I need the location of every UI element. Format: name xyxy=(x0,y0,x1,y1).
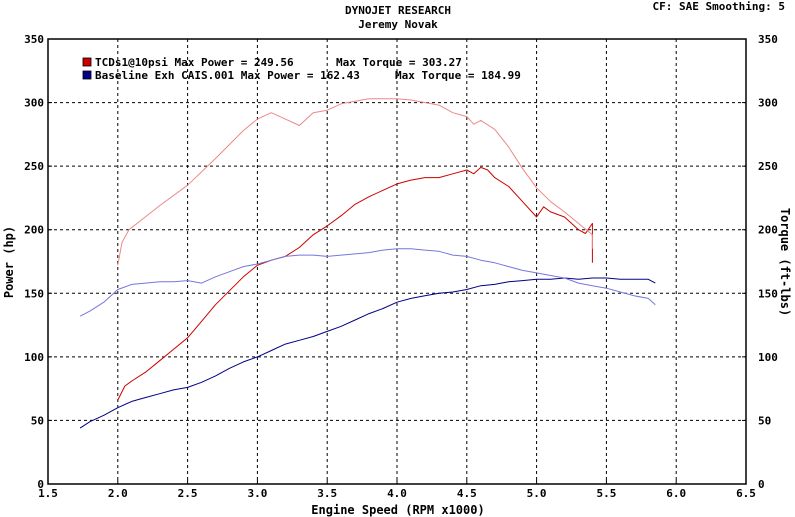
y-tick-label-left: 150 xyxy=(24,287,44,300)
y-tick-label-right: 50 xyxy=(758,414,771,427)
y-tick-label-right: 200 xyxy=(758,224,778,237)
legend-max-torque: Max Torque = 184.99 xyxy=(395,69,521,82)
x-tick-label: 3.0 xyxy=(247,487,267,500)
x-tick-label: 5.5 xyxy=(596,487,616,500)
legend-label: TCDs1@10psi Max Power = 249.56 xyxy=(95,56,294,69)
run-1-power-line xyxy=(117,166,593,401)
grid-lines xyxy=(48,39,746,484)
y-tick-label-left: 50 xyxy=(31,414,44,427)
run-1-torque-line xyxy=(117,98,593,266)
series-lines xyxy=(79,98,656,429)
y-tick-label-left: 300 xyxy=(24,97,44,110)
y-tick-label-right: 350 xyxy=(758,33,778,46)
chart-title: DYNOJET RESEARCH xyxy=(345,4,451,17)
legend-swatch xyxy=(82,70,92,80)
legend-swatch xyxy=(82,57,92,67)
y-tick-label-left: 0 xyxy=(37,478,44,491)
y-tick-label-left: 250 xyxy=(24,160,44,173)
y-axis-label-right: Torque (ft-lbs) xyxy=(778,208,792,316)
x-tick-label: 4.0 xyxy=(387,487,407,500)
y-axis-label-left: Power (hp) xyxy=(2,226,16,298)
x-tick-label: 6.5 xyxy=(736,487,756,500)
x-tick-label: 4.5 xyxy=(457,487,477,500)
chart-subtitle: Jeremy Novak xyxy=(358,18,438,31)
legend-max-torque: Max Torque = 303.27 xyxy=(336,56,462,69)
x-axis-label: Engine Speed (RPM x1000) xyxy=(311,503,484,517)
x-tick-label: 5.0 xyxy=(527,487,547,500)
x-tick-label: 2.0 xyxy=(108,487,128,500)
y-tick-label-right: 100 xyxy=(758,351,778,364)
x-tick-label: 6.0 xyxy=(666,487,686,500)
y-tick-label-right: 150 xyxy=(758,287,778,300)
y-tick-label-left: 350 xyxy=(24,33,44,46)
run-2-torque-line xyxy=(79,248,656,317)
y-tick-label-right: 300 xyxy=(758,97,778,110)
y-tick-label-right: 250 xyxy=(758,160,778,173)
run-2-power-line xyxy=(79,277,656,429)
legend-label: Baseline Exh CAIS.001 Max Power = 162.43 xyxy=(95,69,360,82)
chart-info: CF: SAE Smoothing: 5 xyxy=(653,0,785,13)
tick-labels: 1.5 2.0 2.5 3.0 3.5 4.0 4.5 5.0 5.5 6.0 6.50 050 501… xyxy=(24,33,778,500)
legend: TCDs1@10psi Max Power = 249.56 Max Torque… xyxy=(82,56,521,82)
x-tick-label: 2.5 xyxy=(178,487,198,500)
x-tick-label: 3.5 xyxy=(317,487,337,500)
y-tick-label-left: 200 xyxy=(24,224,44,237)
plot-frame xyxy=(47,38,747,485)
y-tick-label-left: 100 xyxy=(24,351,44,364)
x-tick-label: 1.5 xyxy=(38,487,58,500)
y-tick-label-right: 0 xyxy=(758,478,765,491)
